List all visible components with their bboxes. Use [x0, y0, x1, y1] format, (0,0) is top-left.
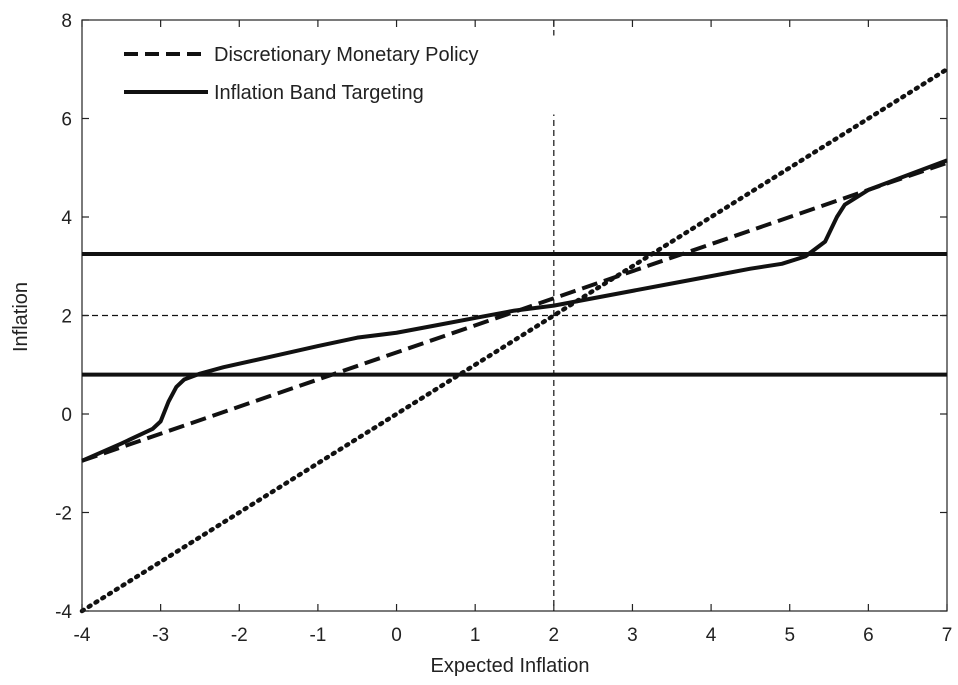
reference-lines: [82, 20, 947, 611]
series-45-degree-line: [79, 67, 950, 614]
legend-label-band: Inflation Band Targeting: [214, 82, 424, 104]
y-axis-label: Inflation: [10, 282, 32, 352]
x-tick-label: -4: [74, 625, 91, 646]
legend-box: [109, 35, 573, 115]
y-tick-label: -4: [55, 602, 72, 623]
x-tick-labels: -4 -3 -2 -1 0 1 2 3 4 5 6 7: [74, 625, 953, 646]
y-tick-label: 0: [61, 405, 72, 426]
x-tick-label: 2: [549, 625, 560, 646]
x-tick-label: 6: [863, 625, 874, 646]
x-tick-label: -3: [152, 625, 169, 646]
y-tick-label: 6: [61, 110, 72, 131]
legend: Discretionary Monetary Policy Inflation …: [109, 35, 573, 115]
x-tick-label: 1: [470, 625, 481, 646]
y-tick-label: -2: [55, 504, 72, 525]
x-tick-label: -2: [231, 625, 248, 646]
x-tick-label: 5: [784, 625, 795, 646]
x-tick-label: 4: [706, 625, 717, 646]
y-tick-label: 8: [61, 11, 72, 32]
x-tick-label: 0: [391, 625, 402, 646]
axis-ticks: [81, 19, 948, 612]
y-tick-label: 4: [61, 208, 72, 229]
legend-label-discretionary: Discretionary Monetary Policy: [214, 44, 479, 66]
x-tick-label: 7: [942, 625, 953, 646]
series-discretionary-line: [81, 160, 948, 463]
x-tick-label: 3: [627, 625, 638, 646]
y-tick-labels: -4 -2 0 2 4 6 8: [55, 11, 72, 623]
x-tick-label: -1: [309, 625, 326, 646]
plot-area: [79, 19, 950, 614]
x-axis-label: Expected Inflation: [431, 655, 590, 677]
series-band-targeting-line: [81, 158, 948, 463]
series-layer: [79, 67, 950, 614]
y-tick-label: 2: [61, 307, 72, 328]
